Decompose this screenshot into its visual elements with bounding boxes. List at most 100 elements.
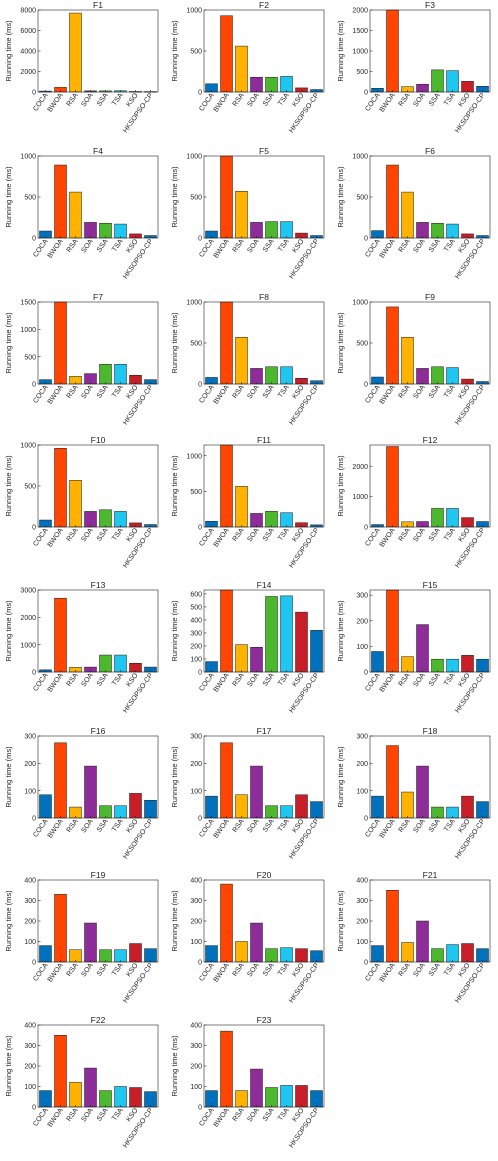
y-tick-label: 600 bbox=[190, 592, 202, 599]
x-tick-label-kso: KSO bbox=[291, 238, 306, 255]
y-axis-label: Running time (ms) bbox=[170, 746, 179, 808]
x-tick-label-bwoa: BWOA bbox=[47, 92, 65, 114]
bar-tsa bbox=[114, 1086, 127, 1108]
bar-kso bbox=[461, 795, 474, 819]
x-tick-label-tsa: TSA bbox=[443, 92, 457, 107]
y-tick-label: 100 bbox=[356, 644, 368, 651]
y-tick-label: 100 bbox=[190, 939, 202, 946]
x-tick-label-ssa: SSA bbox=[96, 384, 110, 400]
y-tick-label: 400 bbox=[356, 878, 368, 885]
x-tick-label-tsa: TSA bbox=[111, 527, 125, 542]
bar-ssa bbox=[265, 366, 278, 385]
x-tick-label-bwoa: BWOA bbox=[47, 527, 65, 549]
x-tick-label-rsa: RSA bbox=[232, 672, 246, 688]
y-tick-label: 300 bbox=[24, 734, 36, 741]
y-tick-label: 500 bbox=[356, 69, 368, 76]
x-tick-label-ssa: SSA bbox=[96, 238, 110, 254]
x-tick-label-soa: SOA bbox=[246, 962, 260, 978]
y-axis-label: Running time (ms) bbox=[4, 600, 13, 662]
y-axis-label: Running time (ms) bbox=[4, 890, 13, 952]
x-tick-label-tsa: TSA bbox=[277, 962, 291, 977]
x-tick-label-bwoa: BWOA bbox=[213, 962, 231, 984]
x-tick-label-bwoa: BWOA bbox=[47, 818, 65, 840]
x-tick-label-soa: SOA bbox=[80, 818, 94, 834]
chart-title: F2 bbox=[259, 0, 269, 10]
y-tick-label: 1000 bbox=[20, 154, 36, 161]
bar-bwoa bbox=[54, 448, 67, 528]
x-tick-label-rsa: RSA bbox=[398, 238, 412, 254]
bar-ssa bbox=[431, 222, 444, 239]
chart-title: F5 bbox=[259, 146, 269, 156]
y-tick-label: 500 bbox=[24, 195, 36, 202]
bar-rsa bbox=[69, 1082, 82, 1108]
bar-bwoa bbox=[220, 15, 233, 93]
y-tick-label: 0 bbox=[198, 525, 202, 532]
y-tick-label: 200 bbox=[24, 1064, 36, 1071]
y-tick-label: 200 bbox=[356, 761, 368, 768]
y-axis-label: Running time (ms) bbox=[170, 166, 179, 228]
bar-bwoa bbox=[54, 1035, 67, 1108]
bar-rsa bbox=[401, 337, 414, 385]
bar-ssa bbox=[99, 509, 112, 528]
y-tick-label: 400 bbox=[24, 1023, 36, 1030]
x-tick-label-bwoa: BWOA bbox=[213, 92, 231, 114]
y-axis-label: Running time (ms) bbox=[336, 455, 345, 517]
x-tick-label-soa: SOA bbox=[412, 92, 426, 108]
bar-rsa bbox=[69, 480, 82, 528]
x-tick-label-bwoa: BWOA bbox=[213, 818, 231, 840]
x-tick-label-soa: SOA bbox=[412, 672, 426, 688]
y-tick-label: 1000 bbox=[20, 642, 36, 649]
x-tick-label-tsa: TSA bbox=[277, 527, 291, 542]
chart-title: F16 bbox=[91, 726, 106, 736]
y-tick-label: 0 bbox=[198, 236, 202, 243]
axes-box bbox=[203, 735, 325, 819]
y-tick-label: 500 bbox=[190, 341, 202, 348]
x-tick-label-kso: KSO bbox=[125, 818, 140, 835]
bar-ssa bbox=[265, 1087, 278, 1108]
x-tick-label-ssa: SSA bbox=[96, 962, 110, 978]
bar-soa bbox=[84, 222, 97, 239]
bar-kso bbox=[129, 943, 142, 963]
bar-bwoa bbox=[54, 597, 67, 673]
y-tick-label: 0 bbox=[198, 960, 202, 967]
bar-ssa bbox=[265, 76, 278, 93]
bar-coca bbox=[205, 945, 218, 963]
y-tick-label: 0 bbox=[32, 525, 36, 532]
bar-soa bbox=[250, 368, 263, 385]
bar-tsa bbox=[114, 364, 127, 385]
bar-soa bbox=[250, 222, 263, 239]
x-tick-label-kso: KSO bbox=[291, 962, 306, 979]
x-tick-label-bwoa: BWOA bbox=[47, 672, 65, 694]
bar-hksopso-cp bbox=[476, 801, 489, 819]
bar-bwoa bbox=[220, 883, 233, 963]
y-tick-label: 2000 bbox=[20, 69, 36, 76]
bar-rsa bbox=[235, 337, 248, 385]
y-tick-label: 0 bbox=[364, 670, 368, 677]
x-tick-label-hksopso-cp: HKSOPSO-CP bbox=[288, 1107, 321, 1150]
y-tick-label: 100 bbox=[356, 788, 368, 795]
y-tick-label: 0 bbox=[32, 816, 36, 823]
x-tick-label-bwoa: BWOA bbox=[379, 818, 397, 840]
y-tick-label: 500 bbox=[190, 605, 202, 612]
y-tick-label: 0 bbox=[198, 816, 202, 823]
y-tick-label: 6000 bbox=[20, 28, 36, 35]
bar-tsa bbox=[446, 223, 459, 239]
x-tick-label-ssa: SSA bbox=[428, 527, 442, 543]
bar-hksopso-cp bbox=[310, 630, 323, 673]
y-axis-label: Running time (ms) bbox=[4, 1035, 13, 1097]
x-tick-label-rsa: RSA bbox=[66, 238, 80, 254]
x-tick-label-tsa: TSA bbox=[443, 818, 457, 833]
axes-box bbox=[37, 735, 159, 819]
chart-title: F22 bbox=[91, 1015, 106, 1025]
y-tick-label: 0 bbox=[364, 525, 368, 532]
x-tick-label-tsa: TSA bbox=[277, 92, 291, 107]
bar-ssa bbox=[265, 511, 278, 528]
x-tick-label-hksopso-cp: HKSOPSO-CP bbox=[454, 238, 487, 281]
bar-kso bbox=[129, 793, 142, 819]
